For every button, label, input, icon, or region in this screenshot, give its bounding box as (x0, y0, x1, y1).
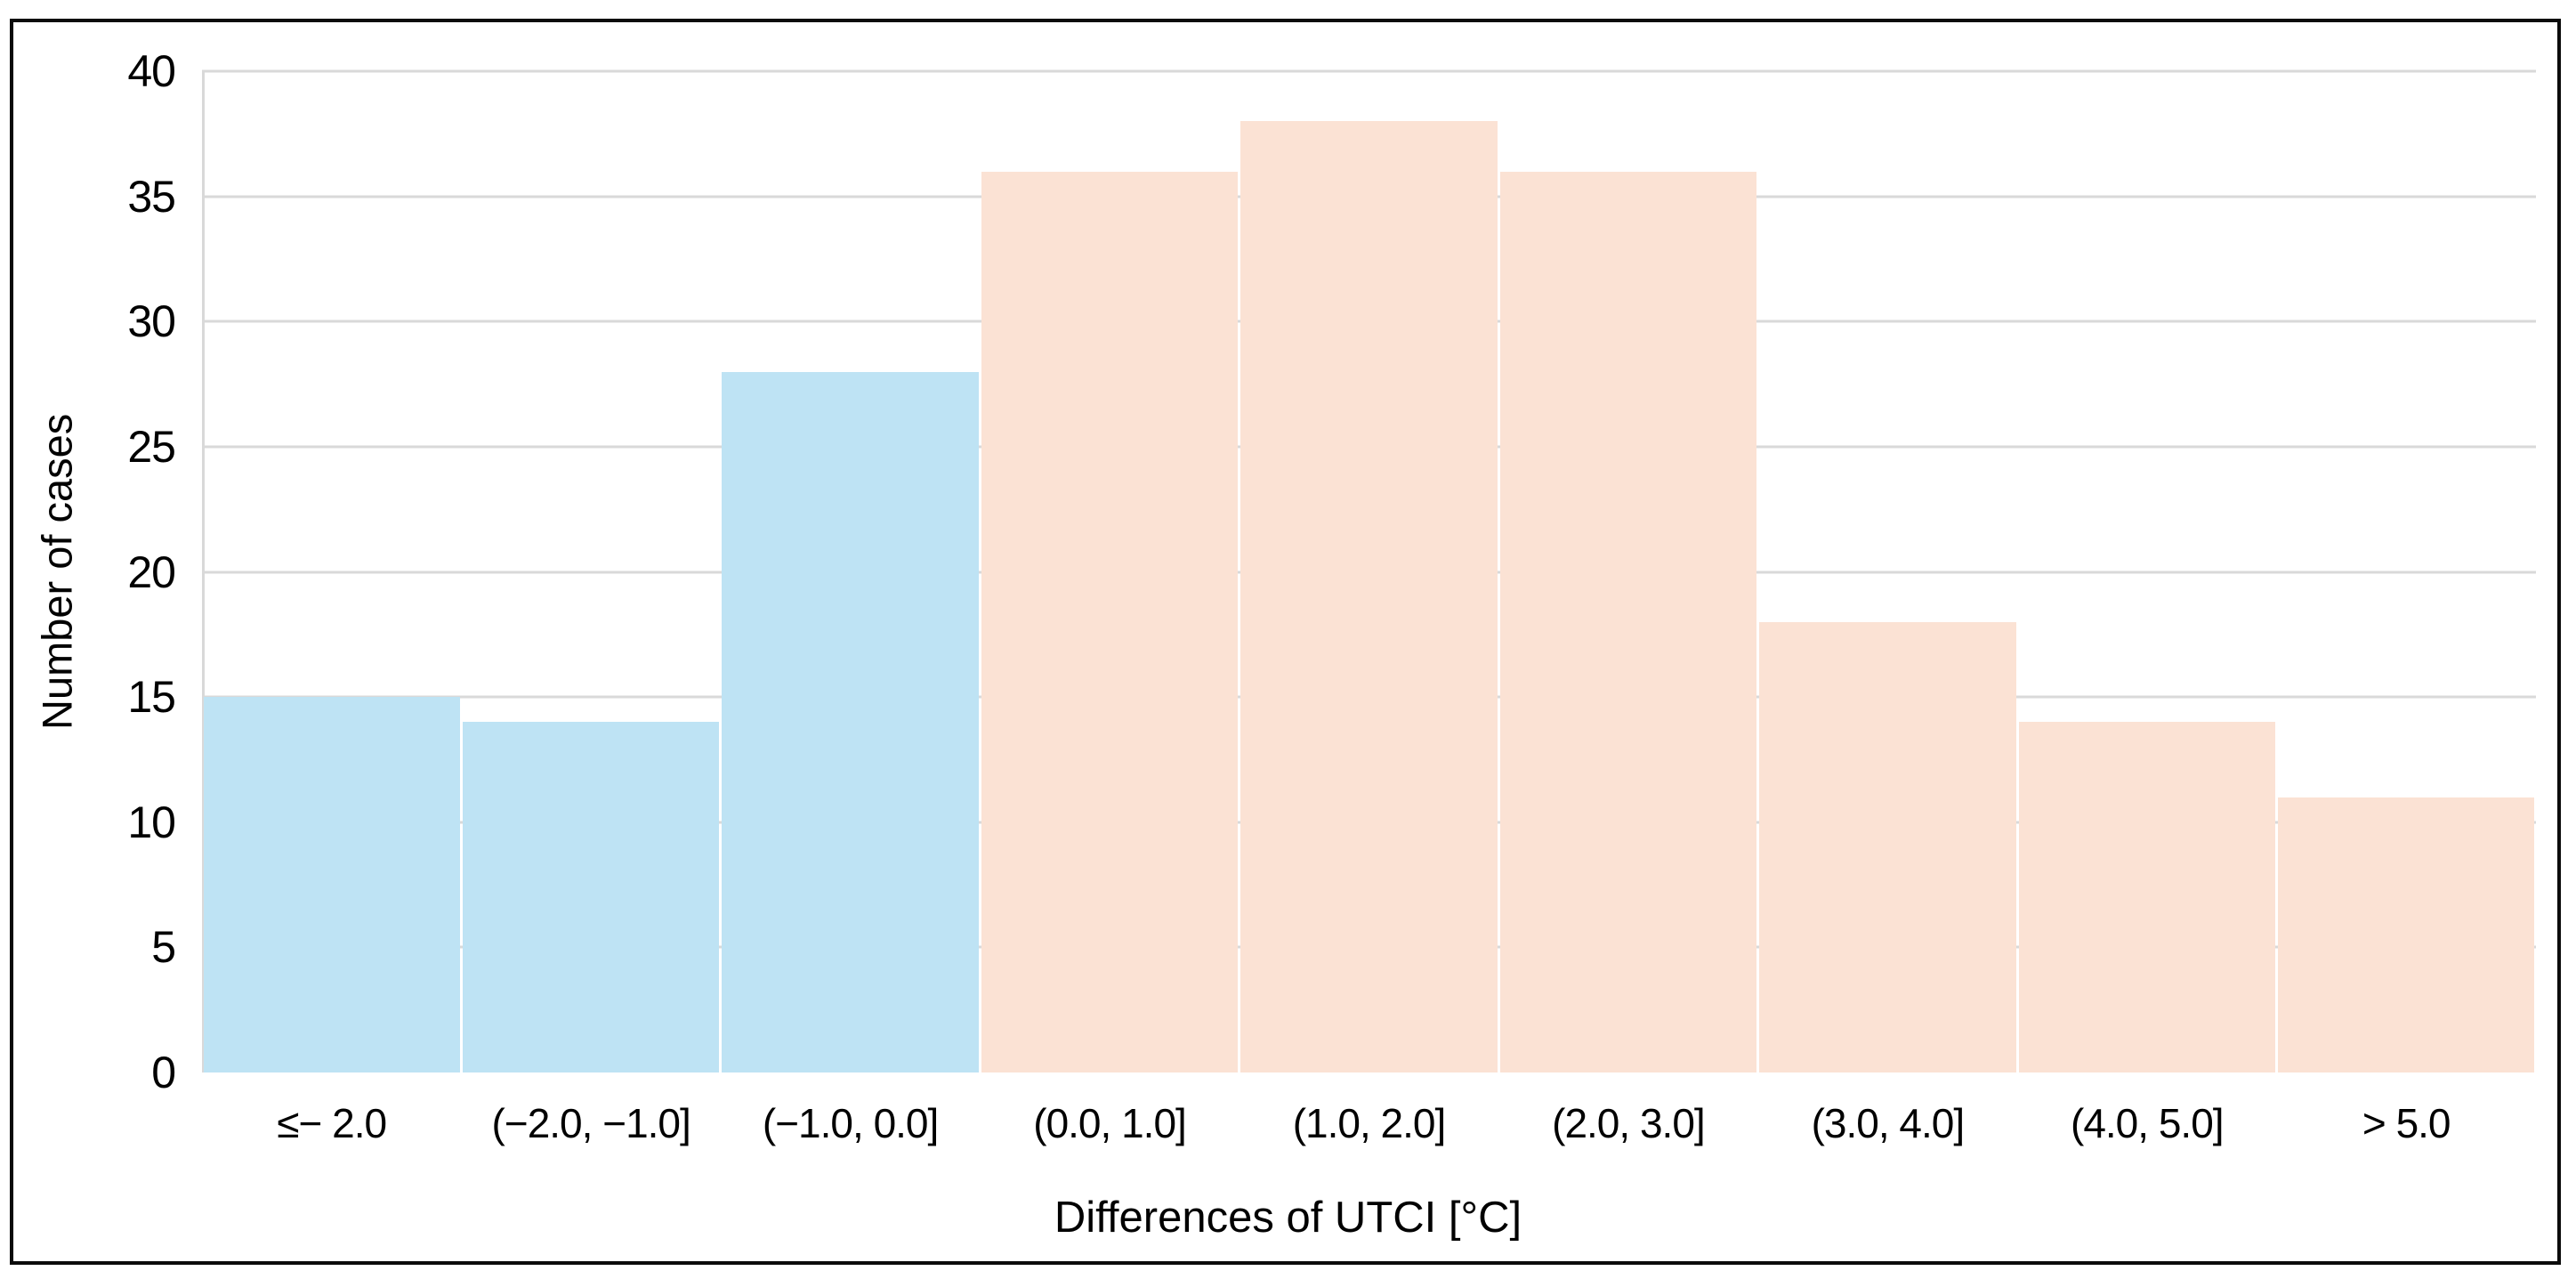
bar (981, 171, 1239, 1072)
y-axis-tick-label: 0 (151, 1048, 176, 1097)
bar-band (1240, 71, 1498, 1072)
bar (1759, 621, 2016, 1072)
bar-band (2017, 71, 2276, 1072)
y-axis-tick-label: 25 (127, 421, 176, 472)
bar-band (980, 71, 1239, 1072)
y-axis-tick-label: 30 (127, 296, 176, 347)
bar-band (1758, 71, 2017, 1072)
bar (203, 697, 460, 1072)
bar-band (202, 71, 461, 1072)
y-axis-tick-labels: 0 5 10 15 20 25 30 35 40 (0, 49, 176, 1095)
bar (462, 722, 720, 1072)
bar (1499, 171, 1757, 1072)
x-axis-tick-label: > 5.0 (2362, 1100, 2451, 1146)
x-axis-tick-label: (−1.0, 0.0] (762, 1100, 939, 1146)
y-axis-tick-label: 5 (151, 922, 176, 973)
x-axis-tick-label: (1.0, 2.0] (1292, 1100, 1447, 1146)
x-axis-tick-label: (2.0, 3.0] (1552, 1100, 1706, 1146)
bar (2018, 722, 2275, 1072)
y-axis-tick-label: 40 (127, 46, 176, 96)
bar (722, 371, 979, 1072)
bar-band (2277, 71, 2536, 1072)
gridline (202, 69, 2536, 73)
x-axis-tick-label: (−2.0, −1.0] (491, 1100, 691, 1146)
x-axis-tick-label: (3.0, 4.0] (1811, 1100, 1966, 1146)
x-axis-tick-label: ≤− 2.0 (277, 1100, 387, 1146)
y-axis-tick-label: 20 (127, 546, 176, 597)
x-axis-tick-labels: ≤− 2.0 (−2.0, −1.0] (−1.0, 0.0] (0.0, 1.0] (… (202, 1097, 2536, 1151)
x-axis-title: Differences of UTCI [°C] (1054, 1194, 1522, 1242)
bar-band (1498, 71, 1757, 1072)
x-axis-tick-label: (0.0, 1.0] (1033, 1100, 1187, 1146)
bar-band (461, 71, 720, 1072)
y-axis-tick-label: 35 (127, 171, 176, 222)
y-axis-line (202, 71, 205, 1072)
bar (2278, 797, 2535, 1072)
y-axis-tick-label: 10 (127, 797, 176, 847)
plot-area (202, 69, 2536, 1072)
chart-frame (10, 19, 2561, 1265)
y-axis-tick-label: 15 (127, 672, 176, 723)
bar-band (721, 71, 980, 1072)
x-axis-tick-label: (4.0, 5.0] (2071, 1100, 2225, 1146)
bar (1240, 121, 1498, 1072)
bars (202, 71, 2536, 1072)
